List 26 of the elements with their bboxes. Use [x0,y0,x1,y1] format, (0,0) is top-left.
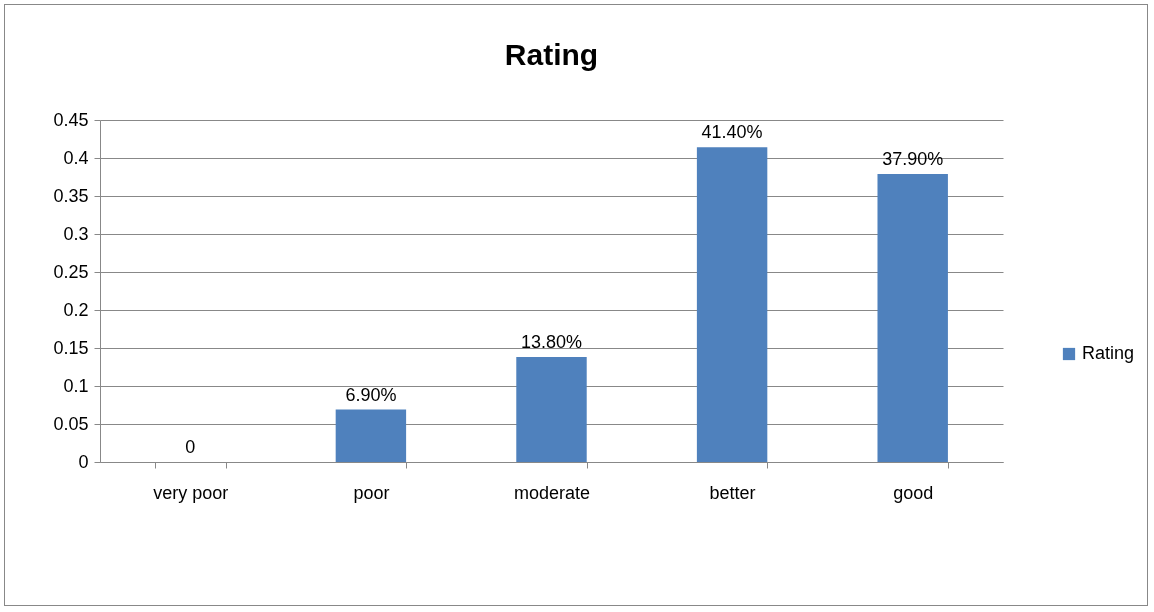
y-tick-label: 0 [78,451,89,472]
x-tick-label: moderate [513,482,591,503]
x-tick-label: very poor [153,482,229,503]
bar [516,357,587,462]
y-tick-label: 0.35 [53,185,89,206]
y-tick-label: 0.05 [53,413,89,434]
chart-title: Rating [504,38,599,71]
bar [335,409,407,462]
y-tick-label: 0.2 [63,299,89,320]
data-label: 37.90% [882,148,944,169]
data-label: 6.90% [345,384,397,405]
bar [877,173,948,462]
x-tick-label: good [893,482,934,503]
data-label: 41.40% [701,122,763,143]
y-tick-label: 0.15 [53,337,89,358]
y-tick-label: 0.4 [63,147,89,168]
y-tick-label: 0.45 [53,109,89,130]
data-label: 0 [185,437,196,457]
x-tick-label: better [709,482,756,503]
y-tick-label: 0.3 [63,223,89,244]
y-tick-label: 0.1 [63,375,89,396]
x-tick-label: poor [353,482,390,503]
y-tick-label: 0.25 [53,261,89,282]
data-label: 13.80% [520,332,583,353]
legend-label: Rating [1082,343,1135,363]
bar [696,147,768,462]
